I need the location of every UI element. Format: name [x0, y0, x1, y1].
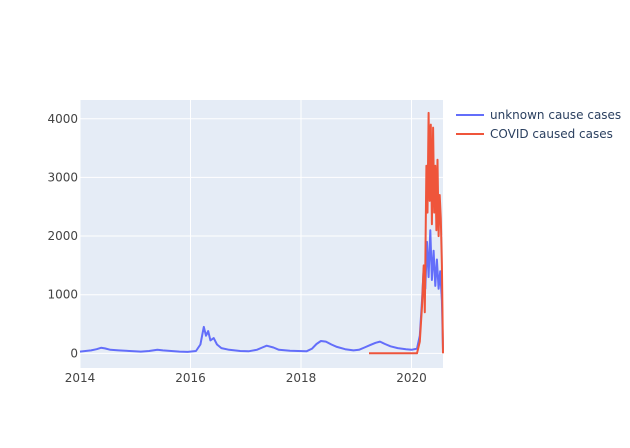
- plot-background: [80, 100, 443, 368]
- x-tick-label: 2018: [286, 371, 317, 385]
- y-axis-ticks: 0 1000 2000 3000 4000: [47, 112, 78, 361]
- legend-label: unknown cause cases: [490, 108, 621, 122]
- x-tick-label: 2020: [396, 371, 427, 385]
- x-axis-ticks: 2014 2016 2018 2020: [65, 371, 427, 385]
- series-layer: [79, 111, 444, 355]
- y-tick-label: 0: [70, 346, 78, 360]
- y-tick-label: 1000: [47, 288, 78, 302]
- x-gridlines: [79, 100, 413, 368]
- series-line-2: [369, 111, 444, 355]
- y-tick-label: 3000: [47, 170, 78, 184]
- legend-item-1[interactable]: unknown cause cases: [456, 108, 621, 122]
- x-tick-label: 2016: [175, 371, 206, 385]
- y-tick-label: 4000: [47, 112, 78, 126]
- legend-label: COVID caused cases: [490, 127, 613, 141]
- x-tick-label: 2014: [65, 371, 96, 385]
- y-tick-label: 2000: [47, 229, 78, 243]
- legend-item-2[interactable]: COVID caused cases: [456, 127, 613, 141]
- legend[interactable]: unknown cause cases COVID caused cases: [456, 108, 621, 141]
